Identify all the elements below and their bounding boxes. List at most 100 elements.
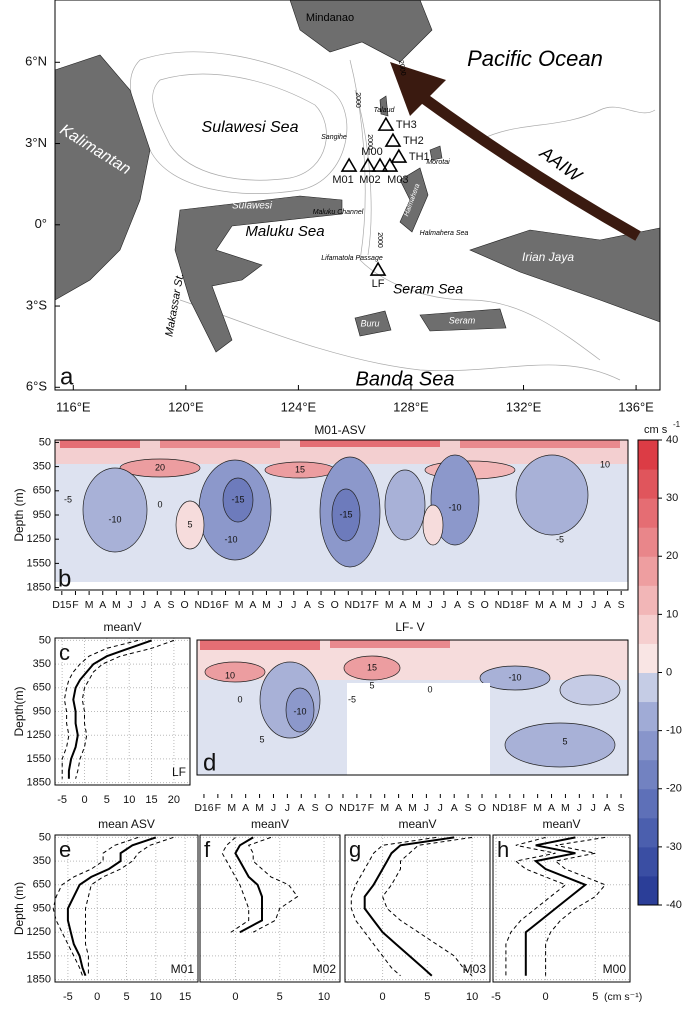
- colorbar-step: [638, 875, 658, 906]
- x-tick-label: D18: [500, 802, 519, 814]
- place-label: Seram Sea: [393, 281, 463, 297]
- y-tick-label: 3°N: [25, 135, 47, 150]
- x-tick-label: D17: [347, 802, 366, 814]
- x-tick-label: -5: [63, 991, 73, 1003]
- y-tick-label: 1550: [27, 753, 51, 765]
- panel-label: a: [60, 363, 74, 390]
- contour-label: 5: [187, 519, 192, 529]
- x-tick-label: 0: [543, 991, 549, 1003]
- y-tick-label: 1550: [27, 950, 51, 962]
- colorbar-step: [638, 585, 658, 615]
- x-tick-label: 10: [150, 991, 162, 1003]
- panel-title: meanV: [251, 817, 289, 831]
- y-tick-label: 350: [33, 461, 51, 473]
- contour-label: -10: [508, 672, 521, 682]
- x-tick-label: J: [591, 599, 596, 611]
- x-tick-label: A: [604, 802, 611, 814]
- contour-label: -15: [231, 494, 244, 504]
- x-tick-label: F: [521, 802, 527, 814]
- place-label: 2000: [397, 60, 407, 77]
- panel-b-field: [55, 440, 628, 582]
- x-tick-label: S: [167, 599, 174, 611]
- x-tick-label: M: [561, 802, 570, 814]
- land: [54, 0, 661, 353]
- station-label: M00: [361, 146, 382, 158]
- x-tick-label: N: [495, 599, 503, 611]
- station-label: M03: [387, 174, 408, 186]
- contour-label: 0: [427, 684, 432, 694]
- y-tick-label: 1550: [27, 557, 51, 569]
- x-tick-label: -5: [491, 991, 501, 1003]
- x-tick-label: 5: [104, 794, 110, 806]
- place-label: Mindanao: [306, 12, 354, 24]
- colorbar-step: [638, 701, 658, 732]
- colorbar-tick-label: -10: [666, 725, 682, 737]
- colorbar-tick-label: -30: [666, 841, 682, 853]
- station-marker: [384, 132, 402, 147]
- place-label: Banda Sea: [356, 368, 455, 390]
- contour-label: 0: [237, 694, 242, 704]
- colorbar-step: [638, 469, 658, 499]
- x-tick-label: D18: [502, 599, 521, 611]
- x-tick-label: A: [549, 599, 556, 611]
- x-tick-label: J: [127, 599, 132, 611]
- x-tick-label: 0: [94, 991, 100, 1003]
- x-tick-label: S: [465, 802, 472, 814]
- y-tick-label: 1250: [27, 729, 51, 741]
- profile-line: [75, 639, 175, 779]
- x-tick-label: M: [235, 599, 244, 611]
- panel-d-frame: [196, 639, 629, 776]
- y-tick-label: 950: [33, 902, 51, 914]
- y-tick-label: 950: [33, 705, 51, 717]
- x-tick-label: A: [548, 802, 555, 814]
- place-label: Lifamatola Passage: [321, 255, 383, 262]
- x-tick-label: A: [249, 599, 256, 611]
- x-tick-label: A: [604, 599, 611, 611]
- profile-line: [66, 836, 157, 977]
- y-axis-label: Depth (m): [12, 882, 26, 935]
- contour-label: -5: [64, 494, 72, 504]
- x-tick-label: A: [242, 802, 249, 814]
- x-tick-label: M: [533, 802, 542, 814]
- y-tick-label: 1850: [27, 777, 51, 789]
- station-label: M01: [332, 174, 353, 186]
- x-tick-label: N: [492, 802, 500, 814]
- x-tick-label: 5: [123, 991, 129, 1003]
- colorbar-step: [638, 846, 658, 877]
- x-tick-label: N: [194, 599, 202, 611]
- contour-label: -10: [224, 534, 237, 544]
- place-label: Irian Jaya: [522, 250, 574, 264]
- x-tick-label: 5: [277, 991, 283, 1003]
- colorbar-step: [638, 759, 658, 790]
- x-tick-label: J: [277, 599, 282, 611]
- place-label: Halmahera Sea: [420, 230, 469, 237]
- x-tick-label: 0: [380, 991, 386, 1003]
- x-tick-label: J: [424, 802, 429, 814]
- station-label: LF: [172, 765, 186, 779]
- profile-line: [524, 836, 588, 976]
- y-tick-label: 0°: [35, 216, 47, 231]
- y-tick-label: 350: [33, 658, 51, 670]
- contour-label: 10: [600, 459, 610, 469]
- colorbar-step: [638, 527, 658, 557]
- y-tick-label: 3°S: [26, 297, 47, 312]
- x-tick-label: 15: [179, 991, 191, 1003]
- panel-label: e: [59, 837, 71, 862]
- station-label: M00: [603, 962, 627, 976]
- x-tick-label: A: [395, 802, 402, 814]
- bathymetry: [130, 51, 656, 381]
- contour-label: -10: [293, 706, 306, 716]
- colorbar-tick-label: 30: [666, 492, 678, 504]
- station-marker: [377, 116, 395, 131]
- x-tick-label: M: [112, 599, 121, 611]
- x-tick-label: F: [368, 802, 374, 814]
- x-tick-label: N: [345, 599, 353, 611]
- colorbar-tick-label: -40: [666, 899, 682, 911]
- x-tick-label: J: [291, 599, 296, 611]
- place-label: 2000: [376, 232, 383, 248]
- x-tick-label: 5: [424, 991, 430, 1003]
- contour-label: 15: [367, 662, 377, 672]
- panel-title: mean ASV: [98, 817, 155, 831]
- y-axis-label: Depth (m): [12, 488, 26, 541]
